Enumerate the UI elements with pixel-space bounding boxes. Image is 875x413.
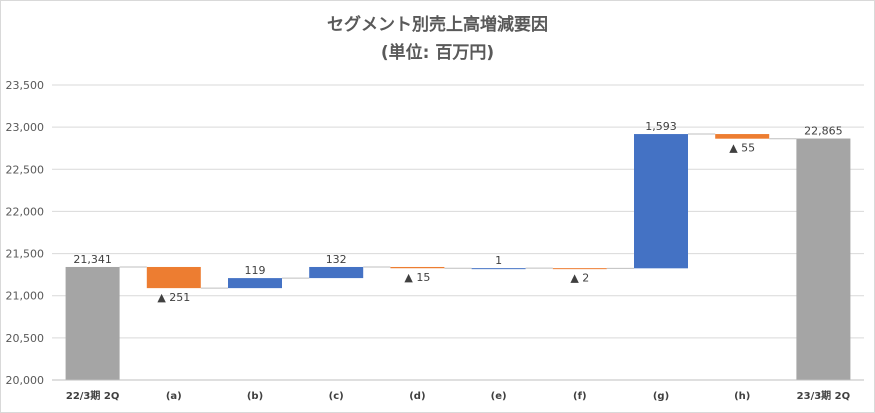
chart-subtitle: (単位: 百万円) bbox=[380, 43, 495, 63]
data-label: 21,341 bbox=[73, 253, 112, 266]
bar bbox=[390, 266, 445, 269]
x-tick-label: (b) bbox=[247, 391, 263, 402]
bar bbox=[471, 268, 526, 270]
bar bbox=[634, 134, 688, 269]
data-label: ▲ 251 bbox=[157, 291, 190, 304]
bar bbox=[715, 134, 770, 139]
x-tick-label: (f) bbox=[573, 391, 587, 402]
bar bbox=[228, 278, 282, 289]
x-tick-label: (h) bbox=[734, 391, 750, 402]
data-label: 119 bbox=[245, 264, 266, 277]
x-tick-label: 22/3期 2Q bbox=[66, 389, 119, 402]
bar bbox=[552, 268, 607, 270]
data-label: 1 bbox=[495, 254, 502, 267]
y-tick-label: 20,500 bbox=[6, 332, 45, 345]
x-tick-label: (g) bbox=[653, 391, 669, 402]
x-tick-label: 23/3期 2Q bbox=[797, 389, 850, 402]
y-tick-label: 22,500 bbox=[6, 163, 45, 176]
bar bbox=[65, 266, 120, 380]
data-label: ▲ 55 bbox=[729, 142, 755, 155]
data-label: 1,593 bbox=[645, 120, 677, 133]
data-label: ▲ 15 bbox=[404, 271, 430, 284]
x-tick-label: (a) bbox=[166, 391, 182, 402]
y-tick-label: 21,500 bbox=[6, 248, 45, 261]
x-tick-label: (d) bbox=[409, 391, 425, 402]
x-tick-label: (e) bbox=[491, 391, 507, 402]
bar bbox=[146, 266, 201, 289]
y-tick-label: 22,000 bbox=[6, 205, 45, 218]
data-label: 132 bbox=[326, 253, 347, 266]
bar bbox=[309, 266, 364, 279]
data-label: ▲ 2 bbox=[570, 271, 589, 284]
bar bbox=[796, 138, 851, 380]
chart-title: セグメント別売上高増減要因 bbox=[327, 15, 548, 35]
y-tick-label: 23,000 bbox=[6, 121, 45, 134]
y-tick-label: 23,500 bbox=[6, 79, 45, 92]
x-tick-label: (c) bbox=[329, 391, 344, 402]
y-tick-label: 20,000 bbox=[6, 374, 45, 387]
y-tick-label: 21,000 bbox=[6, 290, 45, 303]
data-label: 22,865 bbox=[804, 125, 843, 138]
